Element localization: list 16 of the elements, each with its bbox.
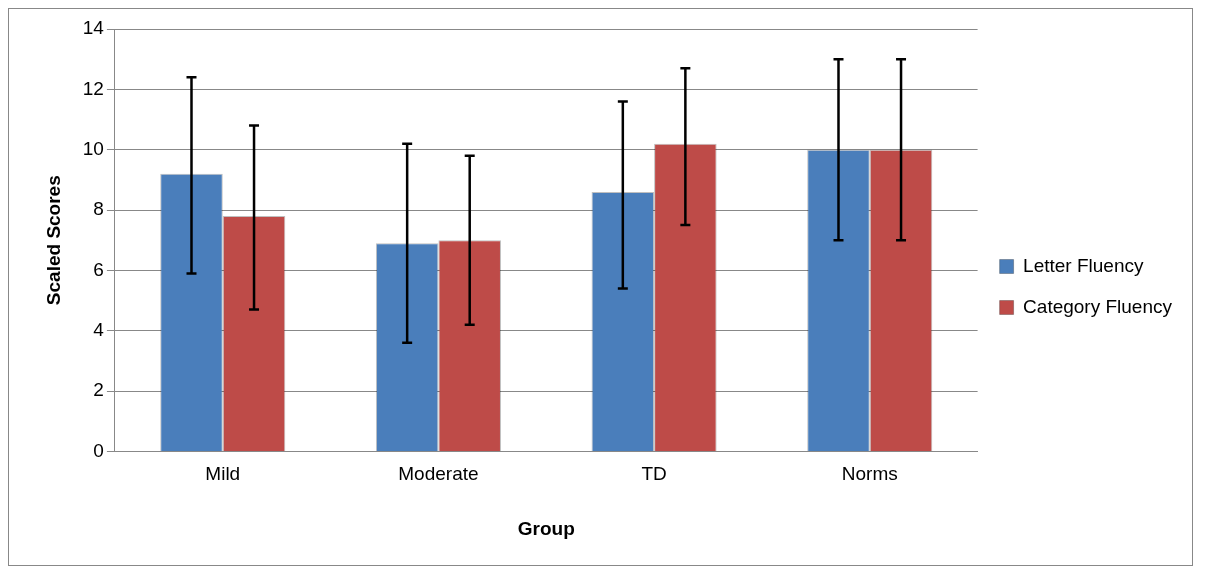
y-axis-title: Scaled Scores xyxy=(42,175,64,306)
x-tick-label: Moderate xyxy=(398,463,479,485)
x-tick-label: TD xyxy=(641,463,667,485)
y-tick-label: 2 xyxy=(93,379,104,401)
x-tick-label: Mild xyxy=(205,463,241,485)
y-tick-label: 4 xyxy=(93,318,105,340)
legend-label: Category Fluency xyxy=(1023,295,1173,317)
y-tick-label: 8 xyxy=(93,198,104,220)
y-tick-label: 0 xyxy=(93,439,104,461)
y-tick-label: 12 xyxy=(82,77,104,99)
legend-label: Letter Fluency xyxy=(1023,254,1144,276)
y-tick-label: 6 xyxy=(93,258,104,280)
y-tick-label: 14 xyxy=(82,17,105,39)
x-tick-label: Norms xyxy=(841,463,898,485)
y-tick-label: 10 xyxy=(82,137,104,159)
x-axis-title: Group xyxy=(517,517,575,539)
